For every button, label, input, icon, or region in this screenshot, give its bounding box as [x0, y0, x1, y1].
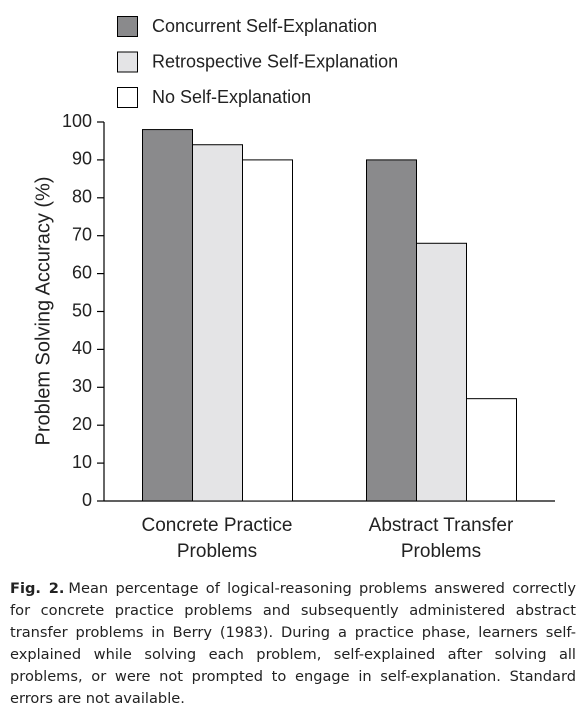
chart: Problem Solving Accuracy (%) 0 10 20 30 40 50… — [32, 16, 555, 510]
y-tick-label: 90 — [72, 149, 92, 169]
x-tick-label: Abstract Transfer Problems — [368, 515, 514, 562]
legend-label: Concurrent Self-Explanation — [152, 16, 377, 36]
x-tick-label: Concrete Practice Problems — [141, 515, 293, 562]
y-tick-label: 50 — [72, 300, 92, 320]
caption: Fig. 2. Mean percentage of logical-reason… — [10, 578, 576, 710]
y-axis-label: Problem Solving Accuracy (%) — [32, 177, 54, 446]
bar — [242, 159, 293, 502]
caption-text: Mean percentage of logical-reasoning pro… — [10, 580, 576, 707]
legend-swatch — [117, 51, 138, 73]
legend-swatch — [117, 16, 138, 37]
y-tick-label: 30 — [72, 376, 92, 396]
bar — [192, 144, 243, 502]
y-tick-label: 60 — [72, 262, 92, 282]
legend-label: No Self-Explanation — [152, 87, 311, 107]
y-tick-label: 10 — [72, 452, 92, 472]
y-tick-label: 20 — [72, 414, 92, 434]
y-tick-label: 100 — [62, 111, 92, 131]
y-tick-label: 0 — [82, 490, 92, 510]
legend-label: Retrospective Self-Explanation — [152, 51, 398, 71]
legend-swatch — [117, 87, 138, 108]
caption-label: Fig. 2. — [10, 580, 65, 597]
y-tick-label: 70 — [72, 224, 92, 244]
bar — [142, 129, 193, 502]
bar — [366, 159, 417, 502]
bar — [416, 242, 467, 502]
y-tick-label: 40 — [72, 338, 92, 358]
y-tick-label: 80 — [72, 187, 92, 207]
bar — [466, 398, 517, 502]
